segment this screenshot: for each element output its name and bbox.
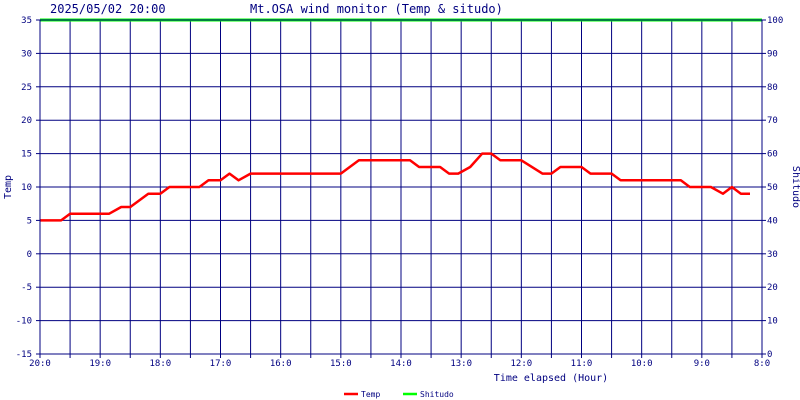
x-ticks: 20:0 19:0 18:0 17:0 16:0 15:0 14:0 13:0 12:0 11:0…: [29, 354, 770, 369]
x-tick-label: 16:0: [270, 359, 292, 369]
x-tick-label: 9:0: [694, 359, 710, 369]
x-axis-label: Time elapsed (Hour): [494, 373, 608, 384]
x-tick-label: 19:0: [89, 359, 111, 369]
x-tick-label: 18:0: [149, 359, 171, 369]
y-tick-label-left: 25: [21, 83, 32, 93]
y-ticks-left: -15 -10 -5 0 5 10 15 20 25 30 35: [16, 16, 40, 360]
chart-timestamp: 2025/05/02 20:00: [50, 2, 166, 16]
y-axis-label-left: Temp: [3, 175, 14, 199]
y-tick-label-left: -5: [21, 283, 32, 293]
y-tick-label-right: 90: [767, 49, 778, 59]
y-axis-label-right: Shitudo: [790, 166, 800, 208]
x-tick-label: 17:0: [210, 359, 232, 369]
x-tick-label: 10:0: [631, 359, 653, 369]
x-tick-label: 20:0: [29, 359, 51, 369]
legend: Temp Shitudo: [344, 390, 454, 399]
y-tick-label-left: 10: [21, 183, 32, 193]
y-tick-label-left: 0: [27, 250, 32, 260]
chart-title: Mt.OSA wind monitor (Temp & situdo): [250, 2, 503, 16]
x-tick-label: 11:0: [571, 359, 593, 369]
y-tick-label-left: 20: [21, 116, 32, 126]
y-tick-label-right: 100: [767, 16, 783, 26]
x-tick-label: 12:0: [510, 359, 532, 369]
y-tick-label-right: 40: [767, 216, 778, 226]
y-tick-label-right: 60: [767, 150, 778, 160]
y-tick-label-right: 10: [767, 317, 778, 327]
y-tick-label-right: 70: [767, 116, 778, 126]
x-tick-label: 14:0: [390, 359, 412, 369]
y-tick-label-right: 80: [767, 83, 778, 93]
x-tick-label: 8:0: [754, 359, 770, 369]
y-tick-label-left: -15: [16, 350, 32, 360]
y-tick-label-left: -10: [16, 317, 32, 327]
y-tick-label-left: 35: [21, 16, 32, 26]
y-tick-label-right: 50: [767, 183, 778, 193]
y-tick-label-right: 20: [767, 283, 778, 293]
y-tick-label-right: 30: [767, 250, 778, 260]
y-ticks-right: 0 10 20 30 40 50 60 70 80 90 100: [762, 16, 783, 360]
y-tick-label-left: 5: [27, 216, 32, 226]
x-tick-label: 15:0: [330, 359, 352, 369]
y-tick-label-left: 15: [21, 150, 32, 160]
y-tick-label-left: 30: [21, 49, 32, 59]
legend-label-shitudo: Shitudo: [420, 390, 454, 399]
y-tick-label-right: 0: [767, 350, 772, 360]
legend-label-temp: Temp: [361, 390, 380, 399]
x-tick-label: 13:0: [450, 359, 472, 369]
series-line-temp: [40, 152, 750, 222]
